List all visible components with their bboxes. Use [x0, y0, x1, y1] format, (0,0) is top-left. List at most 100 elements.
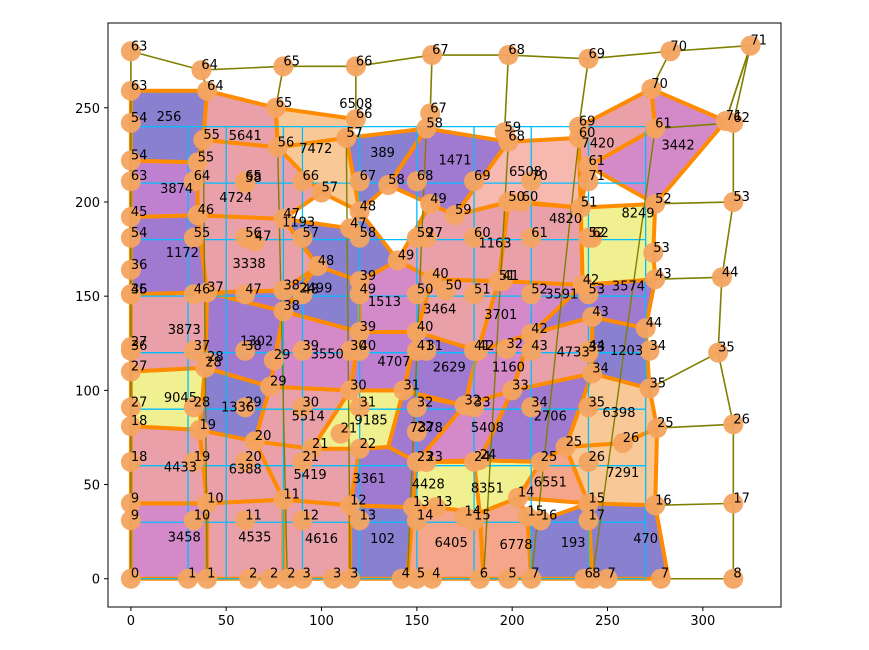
olive-vertical-5	[530, 137, 580, 579]
node-marker-186	[120, 41, 141, 62]
node-marker-62	[120, 361, 141, 382]
node-marker-33	[464, 510, 485, 531]
x-tick-label-4: 200	[500, 614, 525, 629]
node-label-119: 50	[445, 279, 462, 294]
node-marker-39	[645, 495, 666, 516]
node-label-172: 65	[276, 96, 293, 111]
node-label-38: 17	[588, 508, 605, 523]
node-label-107: 46	[194, 282, 211, 297]
node-label-31: 13	[436, 495, 453, 510]
node-marker-66	[235, 397, 256, 418]
node-marker-156	[187, 152, 208, 173]
node-label-86: 29	[274, 348, 291, 363]
cell-label-21: 5408	[471, 421, 504, 436]
right-connector-2	[657, 423, 734, 429]
node-label-193: 70	[670, 39, 687, 54]
node-marker-97	[521, 323, 542, 344]
node-label-157: 58	[245, 171, 262, 186]
node-label-105: 45	[131, 282, 148, 297]
node-marker-83	[183, 340, 204, 361]
node-label-179: 68	[508, 130, 525, 145]
node-label-152: 53	[733, 190, 750, 205]
node-marker-123	[521, 284, 542, 305]
node-label-153: 63	[131, 169, 148, 184]
node-label-56: 25	[541, 450, 558, 465]
node-marker-193	[660, 41, 681, 62]
node-marker-101	[578, 340, 599, 361]
node-label-53: 23	[426, 450, 443, 465]
node-label-40: 17	[733, 491, 750, 506]
node-marker-104	[120, 259, 141, 280]
node-marker-182	[641, 78, 662, 99]
cell-label-37: 3574	[612, 280, 645, 295]
node-label-173: 56	[278, 135, 295, 150]
node-marker-76	[521, 397, 542, 418]
node-label-144: 50	[508, 190, 525, 205]
x-tick-label-1: 50	[218, 614, 235, 629]
upper-edge-3	[355, 54, 433, 68]
cell-label-34: 3464	[423, 302, 456, 317]
node-marker-3	[239, 568, 260, 589]
node-label-158: 65	[245, 169, 262, 184]
cell-label-17: 1336	[221, 400, 254, 415]
node-label-8: 3	[350, 567, 358, 582]
node-label-133: 47	[255, 230, 272, 245]
cell-label-23: 6398	[602, 406, 635, 421]
node-marker-58	[578, 451, 599, 472]
node-label-167: 61	[588, 154, 605, 169]
cell-label-12: 4428	[412, 478, 445, 493]
node-label-170: 64	[207, 79, 224, 94]
node-marker-4	[260, 568, 281, 589]
right-edge-3	[717, 277, 723, 353]
node-label-26: 12	[302, 508, 319, 523]
node-label-164: 69	[474, 169, 491, 184]
node-marker-165	[521, 171, 542, 192]
node-marker-146	[521, 227, 542, 248]
node-label-17: 7	[608, 567, 616, 582]
node-label-160: 57	[322, 181, 339, 196]
cell-label-20: 7378	[410, 421, 443, 436]
node-label-9: 4	[402, 567, 410, 582]
node-label-60: 25	[657, 416, 674, 431]
node-label-146: 61	[531, 226, 548, 241]
cell-label-52: 256	[157, 110, 182, 125]
node-label-76: 34	[531, 395, 548, 410]
node-label-41: 18	[131, 414, 148, 429]
cell-label-19: 9185	[355, 413, 388, 428]
node-label-90: 39	[360, 320, 377, 335]
node-label-155: 64	[194, 169, 211, 184]
node-label-142: 59	[455, 203, 472, 218]
node-label-99: 33	[588, 341, 605, 356]
node-marker-46	[235, 451, 256, 472]
olive-vertical-4	[482, 141, 510, 579]
node-marker-10	[406, 568, 427, 589]
cell-polygon-37	[529, 277, 658, 336]
node-marker-82	[120, 337, 141, 358]
node-marker-59	[612, 433, 633, 454]
node-marker-25	[273, 489, 294, 510]
node-marker-154	[120, 150, 141, 171]
node-label-54: 24	[474, 450, 491, 465]
right-connector-7	[724, 45, 752, 122]
node-marker-106	[120, 284, 141, 305]
node-label-28: 13	[360, 508, 377, 523]
node-label-109: 47	[245, 282, 262, 297]
node-label-104: 36	[131, 258, 148, 273]
node-marker-164	[464, 171, 485, 192]
node-label-52: 23	[417, 450, 434, 465]
node-marker-77	[578, 397, 599, 418]
node-marker-109	[235, 284, 256, 305]
node-label-110: 38	[283, 279, 300, 294]
node-label-171: 55	[203, 128, 220, 143]
node-label-177: 58	[426, 116, 443, 131]
node-marker-161	[349, 171, 370, 192]
node-marker-155	[183, 171, 204, 192]
node-marker-70	[349, 397, 370, 418]
node-marker-20	[120, 493, 141, 514]
node-label-103: 34	[649, 339, 666, 354]
node-marker-5	[277, 568, 298, 589]
node-label-13: 5	[508, 567, 516, 582]
node-label-95: 42	[478, 339, 495, 354]
